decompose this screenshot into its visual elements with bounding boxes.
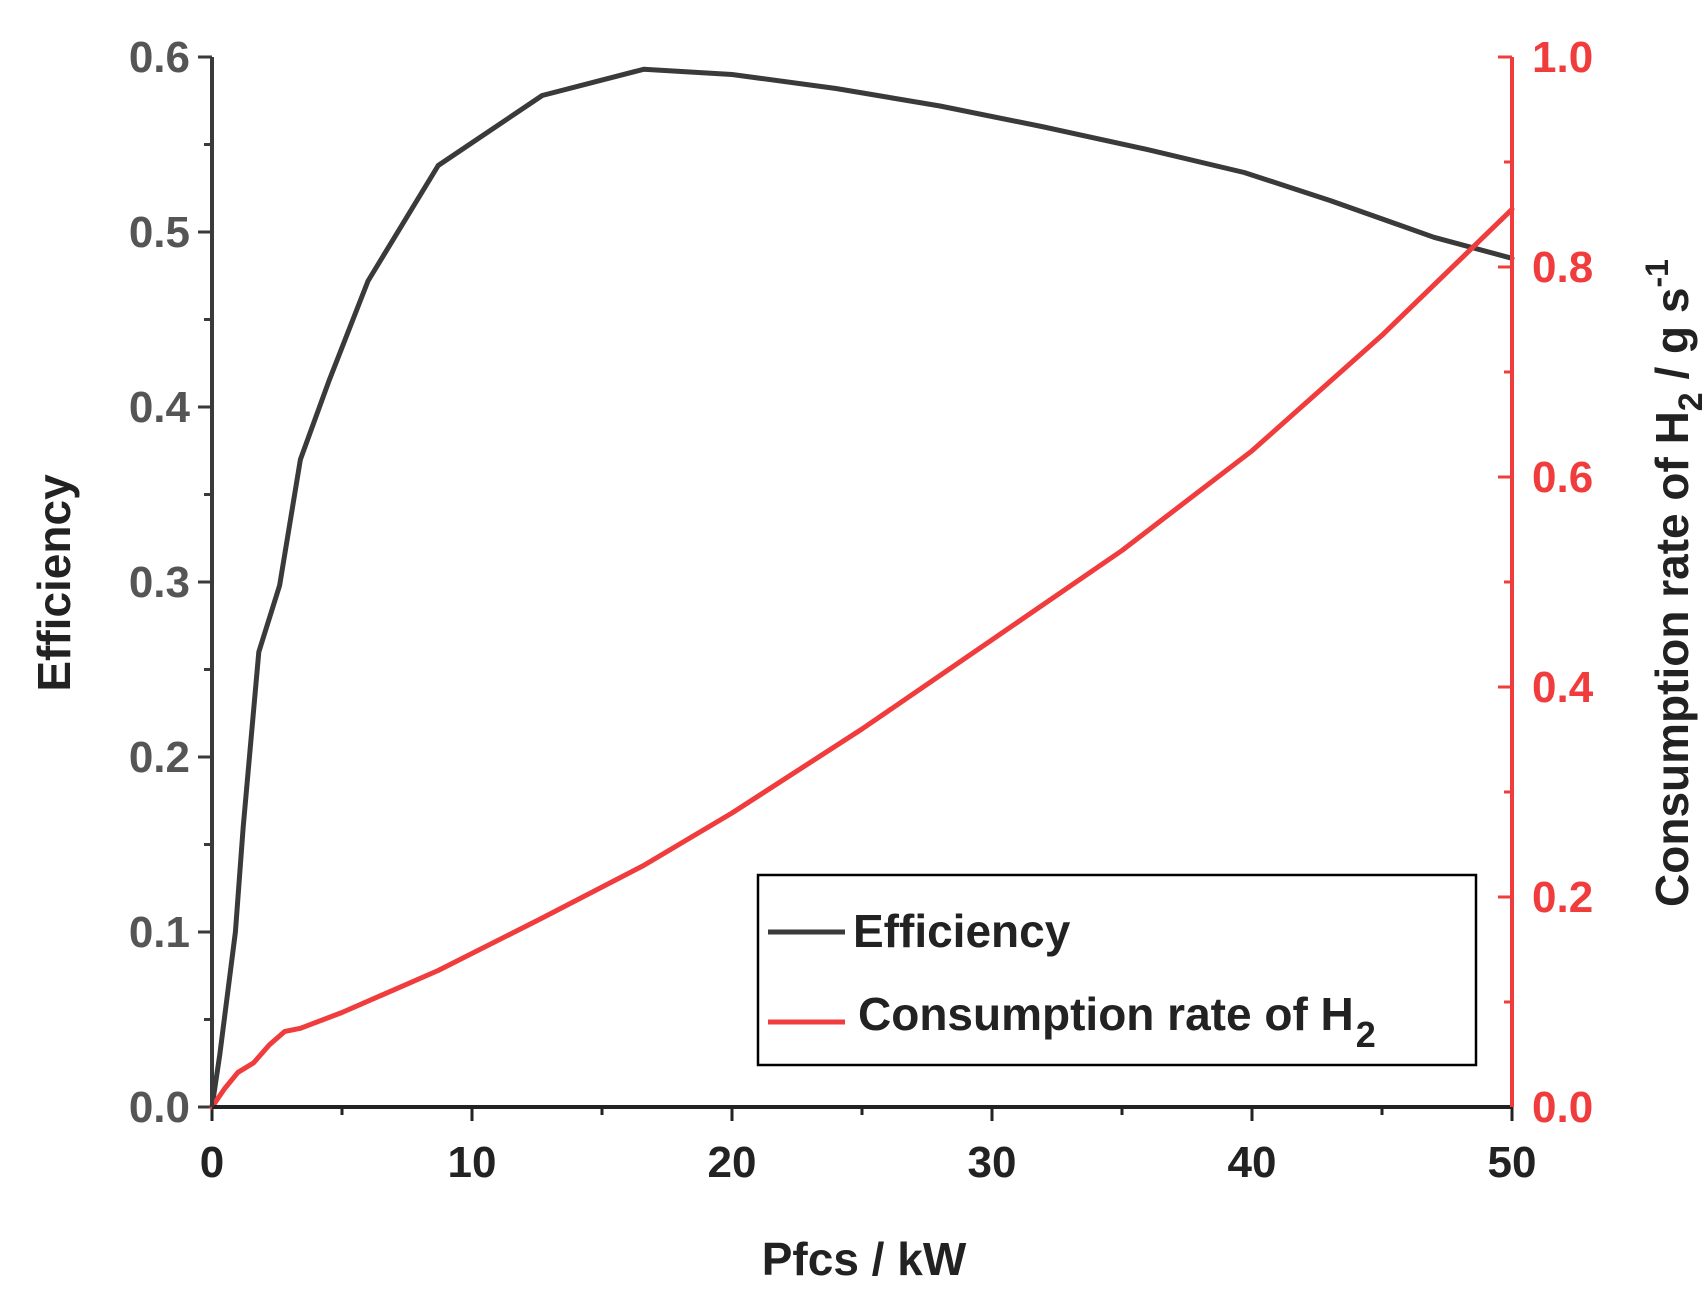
axes-layer (210, 57, 1514, 1109)
x-tick-label: 30 (968, 1138, 1017, 1187)
labels-layer: 0 10 20 30 40 50 0.0 0.1 0.2 0.3 0.4 0.5 0.6 0.0 0.2 0.… (129, 33, 1594, 1187)
y-right-axis-title-subscript: 2 (1672, 392, 1706, 411)
y-right-axis-title: Consumption rate of H2 / g s-1 (1639, 259, 1706, 907)
y-left-tick-label: 0.0 (129, 1083, 190, 1132)
y-right-axis-title-suffix: / g s (1646, 287, 1698, 392)
y-left-axis-title: Efficiency (28, 474, 80, 692)
y-left-tick-label: 0.6 (129, 33, 190, 82)
y-left-tick-label: 0.4 (129, 383, 191, 432)
y-left-tick-label: 0.2 (129, 733, 190, 782)
x-tick-label: 10 (448, 1138, 497, 1187)
x-tick-label: 20 (708, 1138, 757, 1187)
y-left-tick-label: 0.3 (129, 558, 190, 607)
legend-label-consumption-subscript: 2 (1356, 1014, 1376, 1055)
y-right-tick-label: 0.2 (1532, 873, 1593, 922)
x-axis-title: Pfcs / kW (762, 1233, 967, 1285)
series-layer (209, 66, 1515, 1110)
legend-label-consumption-text: Consumption rate of H (858, 988, 1354, 1040)
y-left-tick-label: 0.1 (129, 908, 190, 957)
x-tick-label: 40 (1228, 1138, 1277, 1187)
series-line-efficiency (209, 66, 1515, 1110)
legend-label-efficiency: Efficiency (853, 905, 1071, 957)
y-right-tick-label: 0.4 (1532, 663, 1594, 712)
y-right-tick-label: 1.0 (1532, 33, 1593, 82)
y-right-tick-label: 0.8 (1532, 243, 1593, 292)
y-right-tick-label: 0.0 (1532, 1083, 1593, 1132)
y-right-axis-title-main: Consumption rate of H (1646, 411, 1698, 907)
legend: Efficiency Consumption rate of H2 (756, 873, 1478, 1067)
legend-box (756, 873, 1478, 1067)
series-line-consumption (209, 206, 1515, 1110)
y-right-axis-title-superscript: -1 (1639, 259, 1675, 287)
x-tick-label: 50 (1488, 1138, 1537, 1187)
y-left-tick-label: 0.5 (129, 208, 190, 257)
legend-label-consumption: Consumption rate of H2 (858, 988, 1376, 1055)
x-tick-label: 0 (200, 1138, 224, 1187)
y-right-tick-label: 0.6 (1532, 453, 1593, 502)
